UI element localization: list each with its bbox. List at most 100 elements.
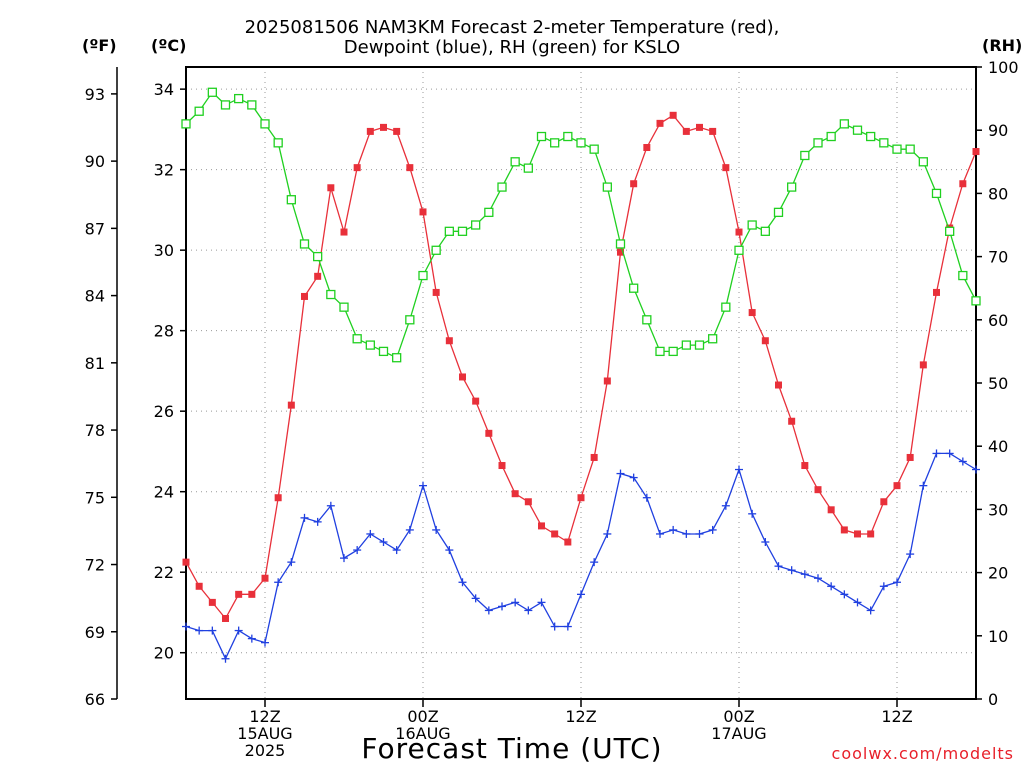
chart-title: 2025081506 NAM3KM Forecast 2-meter Tempe…: [0, 18, 1024, 58]
rh-tick-label: 60: [988, 311, 1008, 330]
data-point: [339, 302, 349, 312]
fahrenheit-axis-unit: (ºF): [82, 36, 117, 55]
data-point: [511, 598, 520, 607]
data-point: [523, 163, 533, 173]
data-point: [787, 566, 796, 575]
x-tick-label: 2025: [245, 741, 286, 760]
celsius-tick-label: 34: [154, 80, 174, 99]
data-point: [918, 157, 928, 167]
data-point: [958, 270, 968, 281]
data-point: [800, 150, 810, 161]
data-point: [919, 361, 927, 369]
data-point: [459, 373, 466, 381]
credit-link[interactable]: coolwx.com/modelts: [831, 744, 1014, 763]
data-point: [313, 517, 322, 526]
series-temperature: [182, 111, 980, 622]
data-point: [642, 493, 651, 502]
rh-tick-label: 30: [988, 500, 1008, 519]
rh-tick-label: 0: [988, 690, 998, 709]
data-point: [274, 578, 283, 587]
data-point: [234, 93, 244, 104]
data-point: [207, 87, 217, 97]
data-point: [893, 578, 901, 587]
data-point: [827, 582, 836, 591]
title-line-2: Dewpoint (blue), RH (green) for KSLO: [343, 37, 681, 58]
data-point: [788, 417, 796, 425]
x-tick-label: 12Z: [249, 707, 280, 726]
data-point: [418, 270, 428, 281]
celsius-tick-label: 28: [154, 322, 174, 341]
data-point: [826, 131, 836, 142]
x-tick-label: 15AUG: [237, 724, 292, 743]
data-point: [682, 529, 691, 538]
data-point: [906, 550, 915, 559]
data-point: [945, 449, 954, 458]
data-point: [748, 509, 757, 518]
data-point: [208, 598, 216, 606]
data-point: [260, 119, 270, 129]
data-point: [931, 188, 942, 199]
rh-tick-label: 10: [988, 627, 1008, 646]
data-point: [327, 184, 335, 192]
data-point: [498, 602, 506, 611]
celsius-tick-label: 24: [154, 483, 174, 502]
fahrenheit-tick-label: 69: [85, 623, 105, 642]
data-point: [538, 522, 545, 530]
data-point: [774, 562, 783, 571]
celsius-tick-label: 26: [154, 402, 174, 421]
data-point: [261, 638, 269, 647]
rh-tick-label: 20: [988, 564, 1008, 583]
data-point: [655, 346, 665, 357]
celsius-axis-unit: (ºC): [151, 36, 187, 55]
data-point: [313, 251, 323, 262]
data-point: [220, 100, 231, 110]
data-point: [445, 337, 453, 345]
data-point: [326, 289, 336, 300]
fahrenheit-tick-label: 81: [85, 354, 105, 373]
data-point: [419, 208, 427, 216]
data-point: [694, 340, 705, 350]
data-point: [340, 228, 348, 236]
data-point: [273, 138, 283, 148]
data-point: [708, 525, 717, 534]
rh-axis-unit: (RH): [982, 36, 1023, 55]
data-point: [299, 239, 310, 249]
data-point: [590, 453, 598, 461]
data-point: [630, 180, 638, 188]
data-point: [814, 574, 822, 583]
data-point: [867, 530, 875, 538]
data-point: [695, 529, 704, 538]
data-point: [247, 634, 256, 643]
x-tick-label: 00Z: [723, 707, 754, 726]
data-point: [681, 340, 691, 350]
fahrenheit-tick-label: 72: [85, 556, 105, 575]
x-tick-label: 00Z: [407, 707, 438, 726]
data-point: [906, 453, 914, 461]
data-point: [576, 138, 586, 148]
fahrenheit-tick-label: 78: [85, 421, 105, 440]
data-point: [853, 598, 862, 607]
data-point: [787, 182, 797, 192]
data-point: [708, 334, 718, 344]
data-point: [563, 622, 572, 631]
data-point: [589, 144, 599, 154]
data-point: [905, 144, 915, 154]
rh-tick-label: 90: [988, 121, 1008, 140]
data-point: [827, 506, 835, 514]
data-point: [510, 157, 520, 167]
data-point: [432, 288, 440, 296]
data-point: [721, 302, 731, 312]
data-point: [840, 526, 848, 534]
data-point: [194, 106, 204, 116]
data-point: [221, 654, 230, 663]
rh-tick-label: 50: [988, 374, 1008, 393]
data-point: [380, 123, 387, 131]
rh-tick-label: 40: [988, 437, 1008, 456]
data-point: [880, 498, 888, 506]
data-point: [457, 226, 468, 236]
data-point: [326, 501, 335, 510]
celsius-tick-label: 20: [154, 644, 174, 663]
series: [181, 87, 981, 663]
data-point: [577, 494, 585, 502]
